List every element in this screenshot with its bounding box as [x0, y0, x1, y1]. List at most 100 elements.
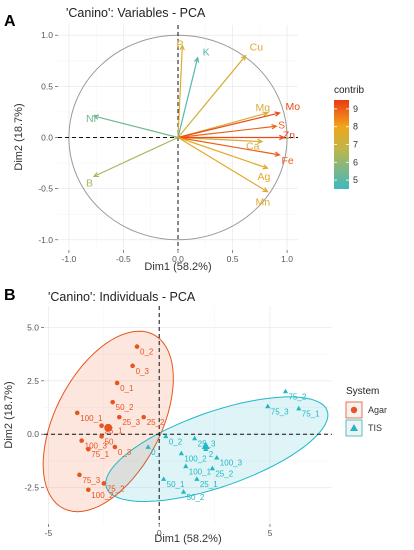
y-tick-label: 0.0: [27, 429, 39, 439]
vector-arrowhead-ni: [92, 114, 100, 120]
agar-marker-icon: [350, 406, 358, 414]
point-tis: [161, 476, 167, 481]
x-tick-label: -0.5: [116, 254, 131, 264]
y-tick-label: 1.0: [41, 30, 53, 40]
y-tick-label: -1.0: [38, 235, 53, 245]
point-label-tis: 100_2: [184, 454, 207, 463]
point-label-tis: 0_: [151, 448, 160, 457]
point-label-tis: 2: [209, 450, 214, 459]
point-label-tis: 75_2: [288, 392, 306, 401]
vector-arrowhead-zn: [279, 134, 286, 141]
vector-label-mo: Mo: [285, 101, 300, 113]
individuals-x-axis-label: Dim1 (58.2%): [154, 533, 221, 545]
y-tick-label: 0.0: [41, 133, 53, 143]
legend-entry-tis: TIS: [345, 419, 382, 437]
y-tick-label: -2.5: [24, 483, 39, 493]
point-label-agar: 75_3: [82, 476, 100, 485]
panel-a-letter: A: [4, 13, 16, 30]
legend-entry-agar: Agar: [345, 401, 387, 419]
vector-label-p: P: [176, 38, 183, 50]
point-label-agar: 100_1: [80, 414, 103, 423]
vector-arrowhead-s: [271, 124, 278, 130]
point-label-tis: 50_1: [167, 480, 185, 489]
individuals-reference-lines: [44, 306, 332, 524]
point-tis: [178, 450, 184, 456]
point-agar: [101, 481, 107, 486]
vector-arrow-cu: [177, 55, 247, 138]
vector-label-k: K: [203, 47, 210, 59]
point-tis: [282, 388, 289, 394]
point-label-agar: 100_2: [91, 491, 114, 500]
vector-label-ag: Ag: [257, 171, 270, 183]
point-label-agar: 0_2: [140, 348, 154, 357]
individuals-chart-title: 'Canino': Individuals - PCA: [48, 290, 196, 304]
contrib-color-bar: [334, 100, 349, 189]
point-tis: [183, 463, 189, 469]
y-tick-label: 5.0: [27, 322, 39, 332]
tis-marker-icon: [350, 424, 358, 431]
ellipse-tis: [105, 396, 329, 503]
vector-arrowhead-mo: [274, 111, 281, 117]
point-tis: [180, 489, 187, 494]
vector-arrowhead-mn: [262, 187, 269, 193]
point-tis: [194, 476, 200, 481]
legend-tick-label: 9: [353, 104, 358, 114]
point-label-agar: 0_3: [136, 367, 150, 376]
y-tick-label: -0.5: [38, 184, 53, 194]
legend-label-tis: TIS: [368, 423, 382, 433]
vector-arrowhead-k: [193, 56, 200, 63]
point-tis: [163, 433, 169, 439]
individuals-y-axis-label: Dim2 (18.7%): [3, 381, 15, 448]
variables-chart-title: 'Canino': Variables - PCA: [66, 6, 206, 20]
vector-label-zn: Zn: [283, 130, 295, 142]
vector-label-mn: Mn: [255, 197, 270, 209]
vector-arrow-mo: [177, 112, 280, 139]
individuals-grid: [44, 306, 332, 524]
x-tick-label: 0.0: [172, 254, 184, 264]
x-tick-label: 1.0: [281, 254, 293, 264]
point-label-agar: 25_3: [122, 418, 140, 427]
point-label-agar: 25_2: [147, 418, 165, 427]
point-agar: [79, 438, 84, 443]
vector-arrow-b: [93, 136, 179, 177]
confidence-ellipses: [42, 330, 329, 513]
point-label-tis: 0_2: [169, 437, 183, 446]
vector-arrow-fe: [177, 136, 280, 156]
vector-arrowhead-ag: [262, 164, 269, 170]
individuals-x-ticks: -5 0 5: [45, 524, 273, 538]
vector-label-ni: Ni: [86, 113, 96, 125]
point-label-tis: 25_1: [200, 480, 218, 489]
legend-tick-label: 6: [353, 157, 358, 167]
point-label-agar: 50_2: [116, 403, 134, 412]
point-label-tis: 75_3: [271, 407, 289, 416]
contrib-legend: contrib 5 6 7 8 9: [334, 85, 364, 189]
vector-arrowhead-cu: [240, 54, 247, 61]
vector-arrowhead-mg: [262, 111, 269, 117]
point-label-tis: 75_1: [302, 410, 320, 419]
point-tis: [145, 444, 151, 449]
point-label-agar: 25_1: [105, 427, 123, 436]
individuals-pca-panel: B 'Canino': Individuals - PCA 0_20_30_15…: [3, 287, 387, 545]
vector-arrow-ag: [177, 136, 268, 169]
x-tick-label: -5: [45, 528, 53, 538]
variables-x-ticks: -1.0 -0.5 0.0 0.5 1.0: [62, 250, 293, 264]
vector-label-cu: Cu: [250, 42, 264, 54]
legend-tick-label: 8: [353, 122, 358, 132]
point-tis: [296, 405, 302, 411]
vector-arrow-mn: [177, 136, 268, 193]
legend-tick-label: 5: [353, 175, 358, 185]
centroid-agar: [104, 423, 113, 432]
point-agar: [117, 414, 122, 420]
vector-label-b: B: [86, 177, 93, 189]
legend-label-agar: Agar: [368, 405, 387, 415]
point-agar: [110, 399, 115, 405]
system-legend-title: System: [346, 386, 379, 397]
point-label-tis: 50_2: [187, 493, 205, 502]
point-agar: [112, 444, 118, 450]
y-tick-label: 2.5: [27, 376, 39, 386]
variables-x-axis-label: Dim1 (58.2%): [144, 261, 211, 273]
